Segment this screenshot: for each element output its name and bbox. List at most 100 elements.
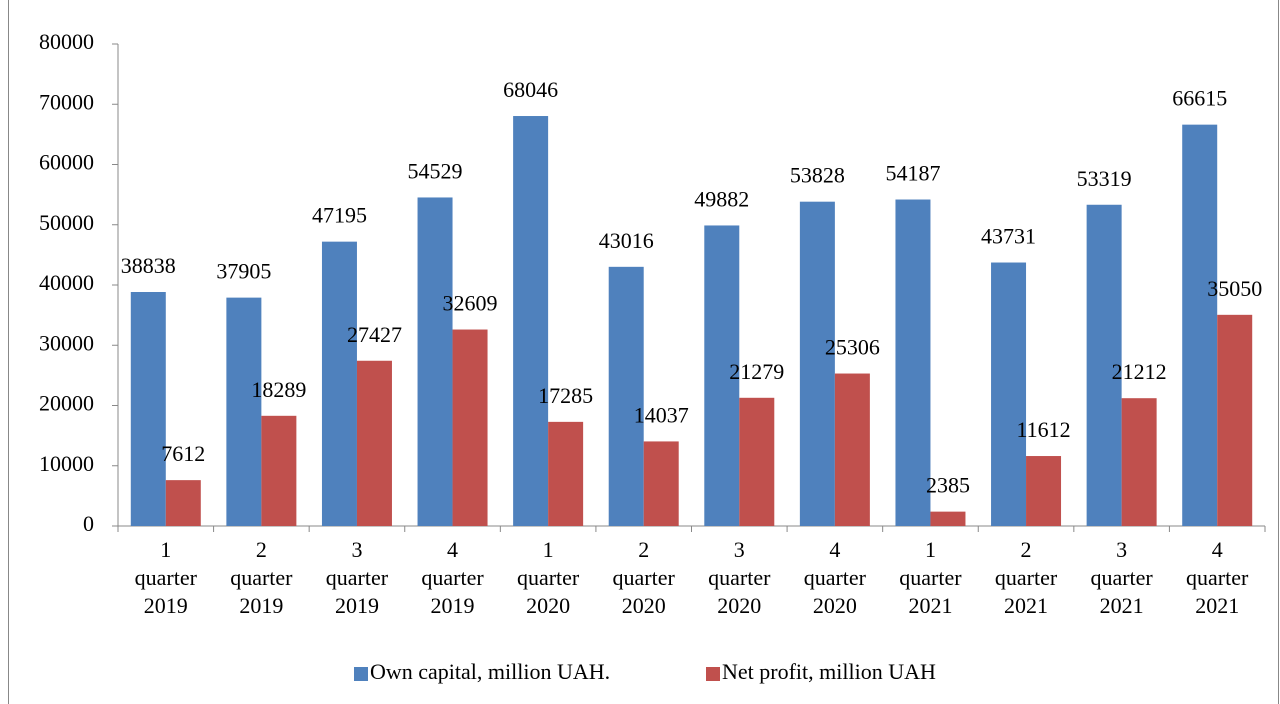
x-tick-label-line: 2020: [622, 593, 666, 618]
y-tick-label: 20000: [39, 391, 94, 416]
data-label: 21279: [729, 359, 784, 384]
x-tick-label-line: quarter: [230, 565, 293, 590]
bar: [1026, 456, 1062, 526]
x-tick-label-line: 2021: [1100, 593, 1144, 618]
data-label: 18289: [251, 377, 306, 402]
x-tick-label: 2 quarter 2020: [613, 537, 676, 618]
y-tick-label: 70000: [39, 89, 94, 114]
bar: [799, 201, 835, 527]
x-tick-label-line: 2019: [335, 593, 379, 618]
bar: [1121, 398, 1157, 526]
x-tick-label-line: 2020: [526, 593, 570, 618]
x-tick-label-line: 4: [829, 537, 840, 562]
data-label: 27427: [347, 322, 402, 347]
legend-swatch: [706, 667, 720, 681]
legend-label: Net profit, million UAH: [722, 659, 936, 684]
x-tick-label-line: 3: [734, 537, 745, 562]
x-tick-label: 3 quarter 2019: [326, 537, 389, 618]
x-tick-label-line: 2021: [1004, 593, 1048, 618]
x-tick-label: 2 quarter 2021: [995, 537, 1058, 618]
y-tick-label: 40000: [39, 270, 94, 295]
bar: [356, 360, 392, 526]
bar: [130, 292, 166, 526]
data-label: 54529: [408, 159, 463, 184]
bar: [739, 397, 775, 526]
legend-swatch: [354, 667, 368, 681]
x-tick-label-line: 2: [638, 537, 649, 562]
x-tick-label-line: quarter: [1186, 565, 1249, 590]
x-tick-label-line: 2020: [717, 593, 761, 618]
data-label: 66615: [1172, 86, 1227, 111]
data-label: 37905: [216, 259, 271, 284]
bar: [895, 199, 931, 527]
data-label: 53828: [790, 163, 845, 188]
x-tick-label-line: 1: [160, 537, 171, 562]
bar: [417, 197, 453, 526]
data-label: 14037: [634, 402, 689, 427]
bar: [991, 262, 1027, 526]
x-tick-label-line: 2019: [431, 593, 475, 618]
data-label: 49882: [694, 187, 749, 212]
bar: [1217, 314, 1253, 526]
x-tick-label-line: 2: [256, 537, 267, 562]
x-tick-label-line: quarter: [995, 565, 1058, 590]
x-tick-label-line: quarter: [708, 565, 771, 590]
legend-label: Own capital, million UAH.: [370, 659, 610, 684]
x-tick-label-line: 3: [351, 537, 362, 562]
x-tick-label-line: 2: [1021, 537, 1032, 562]
data-label: 2385: [926, 473, 970, 498]
bar: [643, 441, 679, 526]
x-tick-label: 1 quarter 2020: [517, 537, 580, 618]
x-tick-label-line: quarter: [1090, 565, 1153, 590]
x-tick-label: 3 quarter 2021: [1090, 537, 1153, 618]
y-tick-label: 60000: [39, 150, 94, 175]
x-tick-label-line: quarter: [899, 565, 962, 590]
x-tick-label-line: 2019: [144, 593, 188, 618]
bar: [608, 266, 644, 526]
x-tick-label-line: 1: [543, 537, 554, 562]
bar: [548, 421, 584, 526]
data-label: 21212: [1112, 359, 1167, 384]
bar: [1086, 204, 1122, 526]
data-label: 17285: [538, 383, 593, 408]
y-tick-label: 0: [83, 511, 94, 536]
data-label: 38838: [121, 253, 176, 278]
x-tick-label-line: quarter: [326, 565, 389, 590]
data-label: 43731: [981, 224, 1036, 249]
y-tick-label: 80000: [39, 29, 94, 54]
x-tick-label-line: 2021: [908, 593, 952, 618]
x-tick-label-line: quarter: [804, 565, 867, 590]
data-label: 43016: [599, 228, 654, 253]
data-label: 54187: [885, 161, 940, 186]
x-tick-label-line: quarter: [421, 565, 484, 590]
x-tick-label: 2 quarter 2019: [230, 537, 293, 618]
bar: [513, 116, 549, 526]
frame: [8, 0, 1279, 704]
x-tick-label-line: 2020: [813, 593, 857, 618]
x-tick-label: 4 quarter 2020: [804, 537, 867, 618]
bar: [452, 329, 488, 526]
data-label: 32609: [443, 291, 498, 316]
x-tick-label-line: 2021: [1195, 593, 1239, 618]
bar: [834, 373, 870, 526]
x-tick-label-line: quarter: [613, 565, 676, 590]
x-tick-label-line: 1: [925, 537, 936, 562]
data-label: 35050: [1207, 276, 1262, 301]
y-tick-label: 30000: [39, 330, 94, 355]
bar: [930, 511, 966, 526]
bar: [165, 480, 201, 526]
x-tick-label-line: 2019: [239, 593, 283, 618]
x-tick-label: 4 quarter 2021: [1186, 537, 1249, 618]
bar: [704, 225, 740, 527]
x-tick-label: 3 quarter 2020: [708, 537, 771, 618]
data-label: 11612: [1016, 417, 1070, 442]
bar: [321, 241, 357, 526]
x-tick-label-line: 4: [447, 537, 458, 562]
bar: [1182, 124, 1218, 526]
data-label: 47195: [312, 203, 367, 228]
x-tick-label-line: quarter: [517, 565, 580, 590]
x-tick-label: 1 quarter 2019: [135, 537, 198, 618]
data-label: 7612: [161, 441, 205, 466]
data-label: 68046: [503, 77, 558, 102]
